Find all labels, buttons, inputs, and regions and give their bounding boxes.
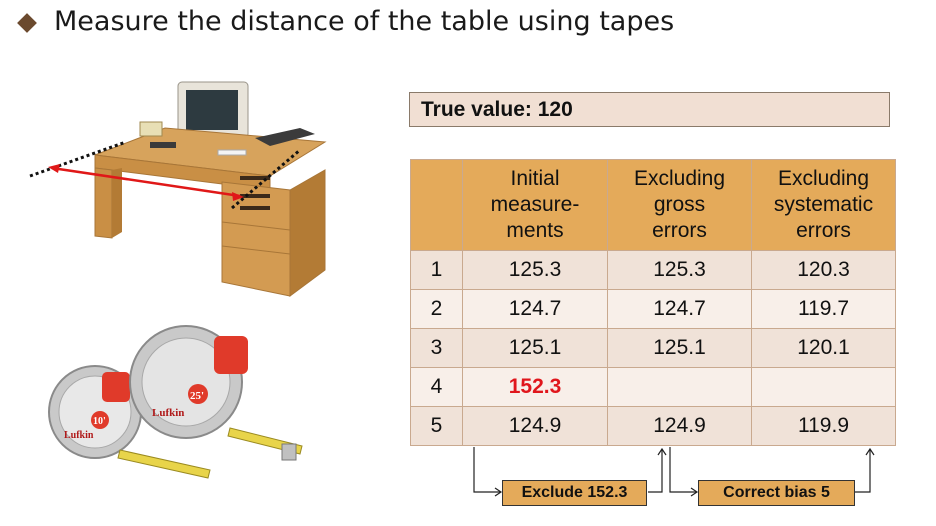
initial-cell: 124.9 [462,406,608,446]
header-line: Excluding [633,167,726,190]
table-row: 4 152.3 [410,367,896,407]
measure-arrow [51,166,241,198]
header-line: errors [796,219,851,242]
tape-small-label: 10' [93,416,106,427]
gross-excluded-cell: 125.3 [607,250,752,290]
systematic-excluded-cell: 119.9 [751,406,896,446]
tape-measure-illustration: 10' Lufkin 25' Lufkin [48,325,303,479]
slide-title: Measure the distance of the table using … [54,6,675,37]
header-line: Excluding [777,167,870,190]
true-value-box: True value: 120 [409,92,890,127]
table-row: 2 124.7 124.7 119.7 [410,289,896,329]
gross-excluded-cell: 124.7 [607,289,752,329]
table-row: 1 125.3 125.3 120.3 [410,250,896,290]
systematic-excluded-cell: 119.7 [751,289,896,329]
header-line: measure- [490,193,580,216]
header-line: gross [653,193,706,216]
header-excluding-systematic: Excluding systematic errors [751,159,896,251]
brand-label-large: Lufkin [152,407,184,419]
flow-arrows [473,447,875,497]
table-row: 5 124.9 124.9 119.9 [410,406,896,446]
header-index [410,159,463,251]
row-index: 2 [410,289,463,329]
tape-large-label: 25' [190,390,204,402]
gross-excluded-cell: 125.1 [607,328,752,368]
exclude-note: Exclude 152.3 [502,480,647,506]
header-line: systematic [773,193,874,216]
row-index: 3 [410,328,463,368]
header-line: errors [652,219,707,242]
gross-excluded-cell [607,367,752,407]
systematic-excluded-cell [751,367,896,407]
header-initial: Initial measure- ments [462,159,608,251]
row-index: 4 [410,367,463,407]
initial-cell: 125.3 [462,250,608,290]
desk-illustration [29,81,327,297]
initial-cell: 124.7 [462,289,608,329]
table-row: 3 125.1 125.1 120.1 [410,328,896,368]
row-index: 1 [410,250,463,290]
brand-label-small: Lufkin [64,430,94,441]
correct-bias-note: Correct bias 5 [698,480,855,506]
table-header-row: Initial measure- ments Excluding gross e… [410,159,896,251]
systematic-excluded-cell: 120.3 [751,250,896,290]
measurement-table: Initial measure- ments Excluding gross e… [410,159,896,446]
initial-cell: 125.1 [462,328,608,368]
systematic-excluded-cell: 120.1 [751,328,896,368]
row-index: 5 [410,406,463,446]
outlier-cell: 152.3 [462,367,608,407]
header-line: ments [506,219,564,242]
gross-excluded-cell: 124.9 [607,406,752,446]
header-excluding-gross: Excluding gross errors [607,159,752,251]
header-line: Initial [510,167,560,190]
